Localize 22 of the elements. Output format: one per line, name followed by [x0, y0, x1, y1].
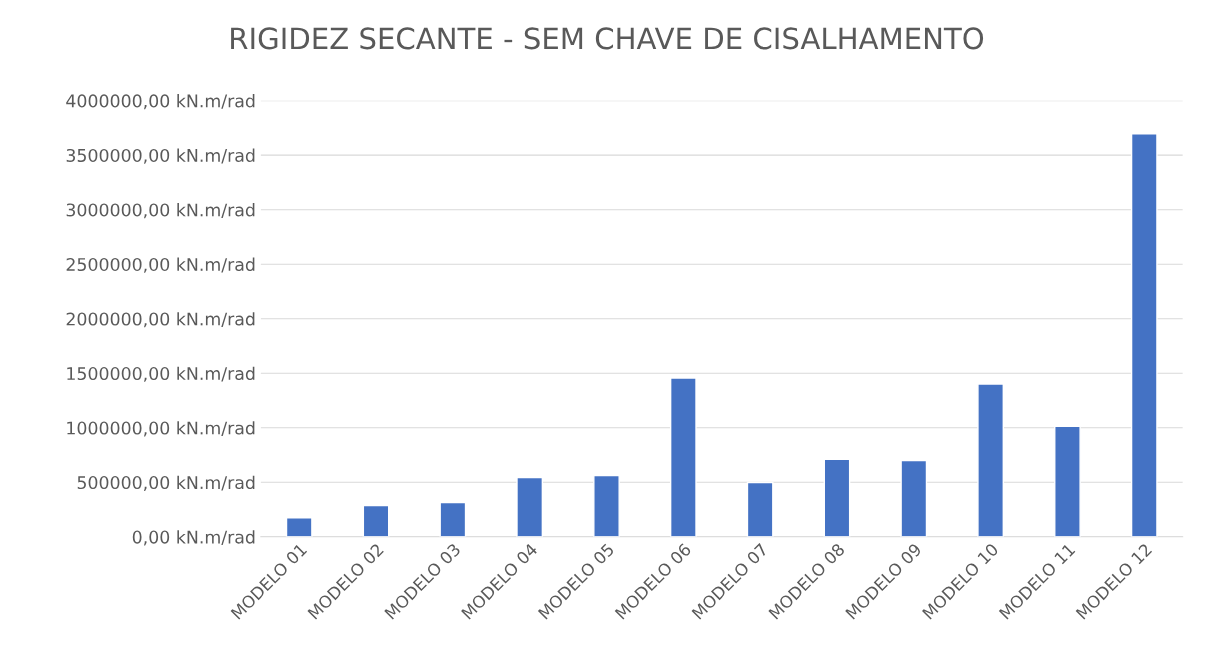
bar	[593, 474, 620, 537]
bar	[746, 481, 774, 537]
bar	[823, 458, 851, 537]
chart-title: RIGIDEZ SECANTE - SEM CHAVE DE CISALHAMENTO	[231, 27, 984, 50]
y-tick-label: 1500000,00 kN.m/rad	[67, 366, 255, 382]
bar	[439, 501, 467, 537]
bar	[977, 383, 1004, 537]
y-tick-label: 0,00 kN.m/rad	[132, 530, 255, 546]
y-tick-label: 4000000,00 kN.m/rad	[66, 94, 255, 110]
y-tick-label: 3500000,00 kN.m/rad	[66, 148, 255, 164]
bar	[362, 504, 390, 537]
bar	[285, 517, 313, 537]
y-tick-label: 2000000,00 kN.m/rad	[66, 312, 255, 328]
y-tick-label: 2500000,00 kN.m/rad	[66, 257, 255, 273]
y-tick-label: 3000000,00 kN.m/rad	[66, 203, 255, 219]
y-tick-label: 500000,00 kN.m/rad	[77, 475, 255, 491]
bar	[516, 476, 544, 537]
bar	[900, 459, 928, 537]
bar	[1054, 425, 1081, 537]
bar	[1130, 133, 1158, 537]
bar	[669, 377, 697, 537]
y-tick-label: 1000000,00 kN.m/rad	[67, 421, 255, 437]
